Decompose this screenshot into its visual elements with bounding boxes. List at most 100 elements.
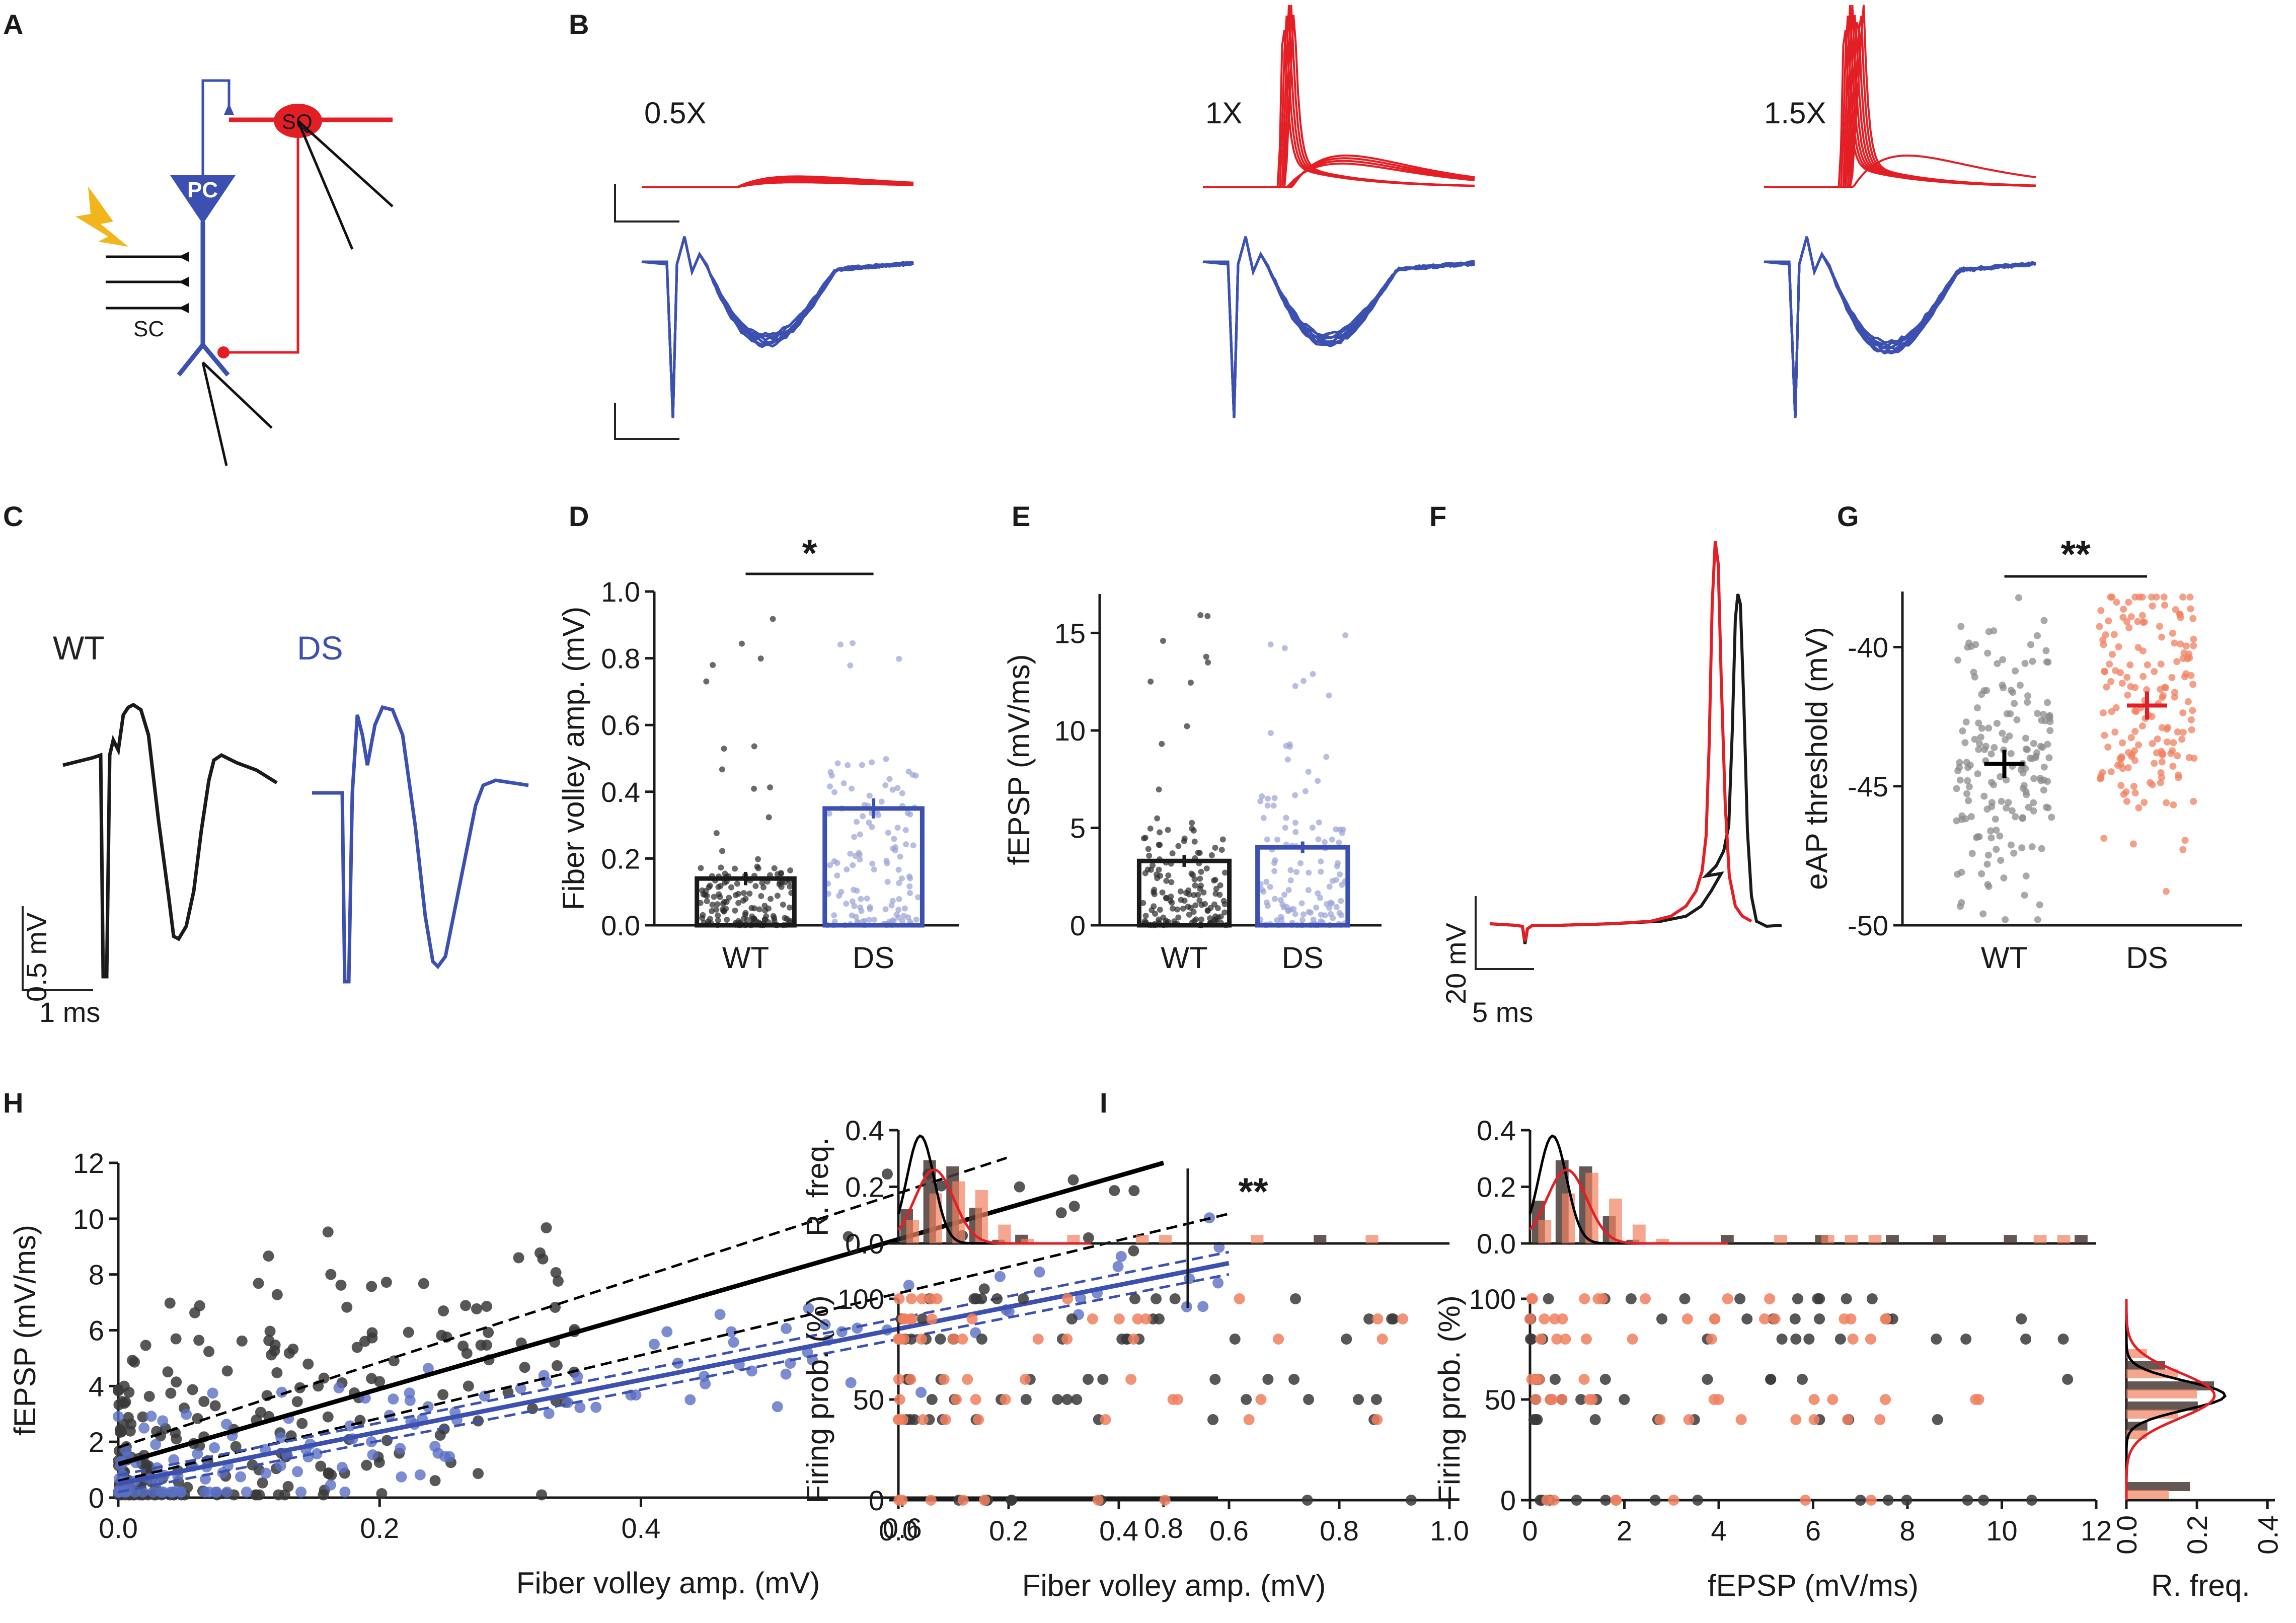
data-point	[2160, 594, 2168, 601]
ds-data-point	[1874, 1414, 1886, 1425]
data-point	[895, 866, 902, 873]
wt-data-point	[264, 1325, 276, 1337]
data-point	[1267, 641, 1274, 648]
ds-data-point	[714, 1309, 726, 1320]
ds-data-point	[781, 1323, 792, 1335]
data-point	[2107, 594, 2114, 601]
ds-ci-line	[118, 1273, 1230, 1494]
wt-data-point	[991, 1293, 1003, 1304]
data-point	[1184, 723, 1190, 729]
wt-data-point	[361, 1459, 372, 1471]
wt-data-point	[1599, 1374, 1611, 1385]
histogram-bar-ds	[1845, 1235, 1858, 1243]
wt-data-point	[165, 1387, 177, 1399]
data-point	[2021, 892, 2028, 899]
data-point	[717, 882, 724, 889]
wt-data-point	[457, 1340, 469, 1352]
histogram-bar-ds	[2126, 1490, 2169, 1499]
data-point	[1336, 839, 1342, 846]
data-point	[1983, 860, 1991, 868]
data-point	[1221, 901, 1228, 908]
data-point	[1987, 827, 1995, 835]
ds-data-point	[325, 1479, 336, 1491]
data-point	[2030, 807, 2037, 815]
data-point	[2112, 667, 2119, 675]
y-tick-label: 0	[1500, 1485, 1516, 1516]
data-point	[755, 856, 761, 862]
ds-data-point	[1255, 1394, 1267, 1405]
data-point	[721, 746, 727, 752]
data-point	[1978, 724, 1985, 732]
data-point	[1961, 739, 1969, 747]
ds-data-point	[1584, 1394, 1595, 1405]
hist-y-axis-label: R. freq.	[801, 1137, 834, 1236]
sq-response-trace	[1203, 157, 1475, 188]
ds-data-point	[1128, 1334, 1139, 1345]
data-point	[2164, 738, 2171, 746]
ds-data-point	[1535, 1334, 1547, 1345]
ds-data-point	[1560, 1334, 1571, 1345]
data-point	[902, 827, 909, 833]
ds-gaussian-fit	[897, 1168, 1092, 1245]
data-point	[1338, 912, 1345, 919]
data-point	[1181, 898, 1188, 904]
ds-data-point	[903, 1280, 914, 1291]
wt-data-point	[1153, 1313, 1165, 1324]
data-point	[2011, 700, 2018, 707]
wt-data-point	[483, 1326, 494, 1338]
data-point	[1274, 917, 1280, 924]
data-point	[1971, 735, 1978, 743]
data-point	[2123, 674, 2131, 681]
x-tick-label: 0.4	[1099, 1515, 1138, 1546]
wt-data-point	[1055, 1207, 1067, 1219]
ds-data-point	[1092, 1495, 1104, 1506]
data-point	[869, 759, 875, 766]
hist-y-tick-label: 0.4	[1477, 1115, 1516, 1146]
ds-data-point	[1234, 1293, 1245, 1304]
ds-data-point	[1032, 1334, 1044, 1345]
x-axis-label: R. freq.	[2151, 1569, 2250, 1602]
data-point	[2182, 642, 2190, 650]
ds-data-point	[926, 1313, 938, 1324]
ds-data-point	[138, 1422, 150, 1434]
ds-average-trace	[312, 705, 529, 984]
ds-data-point	[917, 1414, 929, 1425]
data-point	[2002, 916, 2009, 923]
data-point	[1142, 835, 1149, 841]
data-point	[738, 640, 745, 647]
data-point	[1267, 730, 1274, 736]
data-point	[885, 830, 891, 836]
data-point	[899, 790, 905, 796]
ds-data-point	[590, 1401, 602, 1413]
x-tick-label: 0.0	[99, 1512, 138, 1544]
wt-data-point	[926, 1394, 938, 1405]
data-point	[896, 880, 902, 887]
ds-data-point	[344, 1420, 356, 1432]
data-point	[759, 879, 766, 886]
ds-data-point	[1397, 1313, 1409, 1324]
wt-data-point	[291, 1396, 303, 1408]
data-point	[2007, 750, 2015, 757]
data-point	[827, 783, 833, 790]
ds-data-point	[746, 1365, 757, 1377]
data-point	[1274, 836, 1281, 843]
ds-data-point	[1769, 1313, 1781, 1324]
data-point	[1292, 829, 1299, 835]
data-point	[1339, 830, 1345, 836]
histogram-bar-ds	[975, 1190, 988, 1243]
ds-data-point	[1722, 1293, 1733, 1304]
data-point	[1957, 903, 1964, 910]
data-point	[845, 762, 851, 769]
significance-marker: **	[2061, 533, 2091, 576]
panel-label-e: E	[1012, 500, 1030, 532]
data-point	[2097, 772, 2105, 780]
data-point	[1157, 842, 1163, 848]
data-point	[857, 831, 863, 838]
wt-data-point	[1128, 1185, 1140, 1197]
data-point	[1994, 660, 2001, 668]
data-point	[1198, 902, 1205, 908]
ds-data-point	[235, 1471, 247, 1483]
data-point	[2149, 602, 2156, 610]
panel-label-d: D	[569, 500, 589, 532]
data-point	[1287, 867, 1294, 873]
